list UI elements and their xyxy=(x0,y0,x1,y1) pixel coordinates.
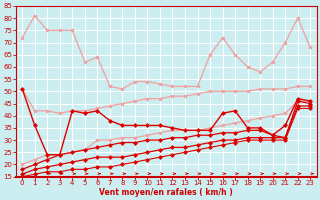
X-axis label: Vent moyen/en rafales ( km/h ): Vent moyen/en rafales ( km/h ) xyxy=(100,188,233,197)
